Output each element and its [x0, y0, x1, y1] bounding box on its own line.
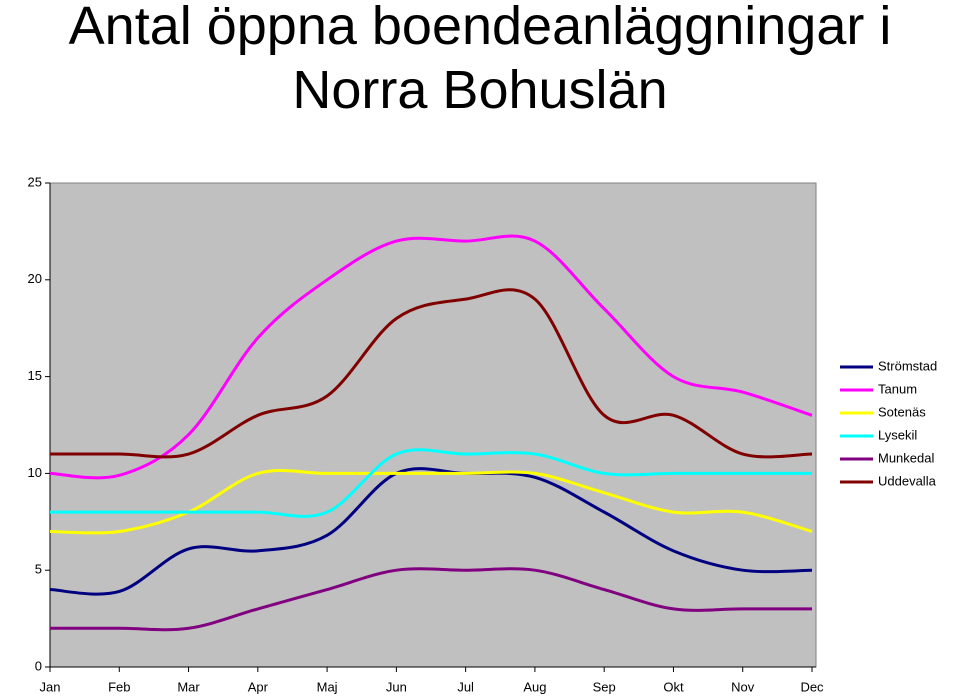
legend-label: Strömstad: [878, 358, 937, 373]
x-tick-label: Mar: [177, 679, 200, 694]
y-tick-label: 25: [28, 174, 42, 189]
chart-title: Antal öppna boendeanläggningar i Norra B…: [68, 0, 892, 120]
legend-label: Tanum: [878, 381, 917, 396]
x-tick-label: Okt: [663, 679, 684, 694]
x-tick-label: Nov: [731, 679, 755, 694]
legend-label: Lysekil: [878, 427, 917, 442]
x-tick-label: Jan: [40, 679, 61, 694]
line-series: [50, 288, 813, 459]
x-tick-label: Jun: [386, 679, 407, 694]
line-series: [49, 467, 813, 596]
y-tick-label: 5: [35, 562, 42, 577]
legend-label: Sotenäs: [878, 404, 926, 419]
x-tick-label: Sep: [593, 679, 616, 694]
line-series: [50, 448, 812, 518]
line-series: [50, 567, 812, 632]
plot-area: [49, 182, 817, 668]
x-tick-label: Apr: [248, 679, 269, 694]
x-tick-label: Maj: [317, 679, 338, 694]
y-tick-label: 15: [28, 368, 42, 383]
x-tick-label: Aug: [523, 679, 546, 694]
x-tick-label: Feb: [108, 679, 130, 694]
y-tick-label: 20: [28, 271, 42, 286]
y-tick-label: 10: [28, 465, 42, 480]
legend-label: Munkedal: [878, 450, 934, 465]
line-series: [49, 469, 813, 535]
legend-label: Uddevalla: [878, 473, 937, 488]
line-series: [49, 234, 813, 480]
x-tick-label: Jul: [457, 679, 474, 694]
x-tick-label: Dec: [800, 679, 824, 694]
y-tick-label: 0: [35, 658, 42, 673]
